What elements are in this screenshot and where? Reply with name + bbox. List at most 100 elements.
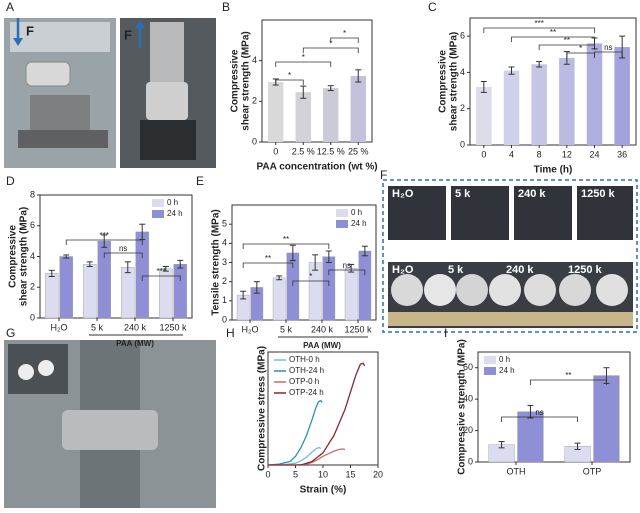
significance-label: * <box>343 29 346 38</box>
x-tick-label: H₂O <box>51 322 68 332</box>
y-tick-label: 40 <box>463 394 473 404</box>
bar <box>322 256 336 321</box>
panel-label: F <box>380 168 387 182</box>
significance-bracket <box>275 61 332 67</box>
bar <box>517 411 544 463</box>
legend-label: OTP-0 h <box>289 377 319 386</box>
plot-frame <box>261 19 373 143</box>
x-tick-label: 12 <box>562 149 572 159</box>
significance-label: *** <box>100 231 109 240</box>
y-axis-label: shear strength (MPa) <box>19 207 30 306</box>
x-tick-label: 10 <box>318 469 328 479</box>
line-series <box>267 446 322 466</box>
significance-bracket <box>103 252 143 258</box>
legend-label: 24 h <box>351 219 367 228</box>
legend-label: OTP-24 h <box>289 388 324 397</box>
line-series <box>267 399 323 466</box>
y-axis-label: Compressive <box>8 225 19 288</box>
panel-label: H <box>226 326 235 340</box>
x-axis-label: PAA (MW) <box>303 341 341 350</box>
x-tick-label: 8 <box>537 149 542 159</box>
bar <box>614 47 630 145</box>
y-tick-label: 0 <box>468 456 473 466</box>
significance-bracket <box>538 44 595 50</box>
sample-label: H₂O <box>392 188 414 200</box>
x-tick-label: 1250 k <box>344 324 372 334</box>
y-axis-label: Compressive <box>230 49 241 112</box>
legend-label: 24 h <box>167 209 183 218</box>
y-tick-label: 6 <box>30 220 35 230</box>
x-tick-label: 4 <box>509 149 514 159</box>
significance-label: ns <box>343 261 351 270</box>
significance-label: ** <box>564 36 570 45</box>
bar <box>593 375 620 463</box>
significance-bracket <box>483 27 595 33</box>
panel-label: G <box>6 326 15 340</box>
y-axis-label: Compressive strength (MPa) <box>457 339 468 475</box>
significance-label: ** <box>550 28 556 37</box>
legend-swatch <box>484 367 496 375</box>
y-tick-label: 4 <box>30 251 35 261</box>
bar <box>559 57 575 145</box>
bar <box>503 70 520 145</box>
y-axis-label: shear strength (MPa) <box>241 31 252 130</box>
y-tick-label: 8 <box>30 189 35 199</box>
y-tick-label: 2 <box>252 96 257 106</box>
legend-swatch <box>152 210 164 218</box>
x-axis-label: Time (h) <box>534 165 573 176</box>
sample-label: 1250 k <box>568 264 603 276</box>
y-tick-label: 3 <box>222 257 227 267</box>
significance-label: * <box>309 272 312 281</box>
significance-label: * <box>302 53 305 62</box>
legend-label: 0 h <box>351 208 362 217</box>
legend-label: OTH-0 h <box>289 355 320 364</box>
bar <box>83 263 97 319</box>
legend-swatch <box>152 199 164 207</box>
photo-a <box>4 18 216 168</box>
x-axis-label: Strain (%) <box>300 485 347 496</box>
bar <box>272 277 286 321</box>
y-axis-label: Compressive <box>438 50 449 113</box>
plot-frame <box>477 351 631 463</box>
panel-label: E <box>196 174 204 188</box>
x-axis-label: PAA concentration (wt %) <box>256 162 377 173</box>
significance-bracket <box>530 379 607 385</box>
bar <box>586 43 603 145</box>
line-series <box>268 362 366 466</box>
significance-bracket <box>511 36 595 42</box>
sample-label: 5 k <box>455 188 471 200</box>
significance-bracket <box>330 37 359 43</box>
y-tick-label: 6 <box>460 31 465 41</box>
y-axis-label: shear strength (MPa) <box>449 32 460 131</box>
x-tick-label: 2.5 % <box>292 146 315 156</box>
bar <box>358 250 372 321</box>
x-tick-label: 240 k <box>311 324 334 334</box>
y-tick-label: 2 <box>460 103 465 113</box>
panel-label: A <box>6 0 14 14</box>
x-tick-label: 0 <box>273 146 278 156</box>
significance-label: * <box>288 71 291 80</box>
significance-label: ** <box>265 254 271 263</box>
x-tick-label: 12.5 % <box>317 146 345 156</box>
x-tick-label: OTP <box>583 466 602 476</box>
y-tick-label: 60 <box>463 362 473 372</box>
x-tick-label: 0 <box>481 149 486 159</box>
x-tick-label: 20 <box>373 469 383 479</box>
y-tick-label: 0 <box>252 136 257 146</box>
x-tick-label: 24 <box>589 149 599 159</box>
significance-label: ns <box>604 43 612 52</box>
significance-bracket <box>141 275 181 281</box>
bar <box>268 82 284 142</box>
significance-bracket <box>501 416 578 422</box>
y-axis-label: Tensile strength (MPa) <box>211 209 222 316</box>
significance-label: ** <box>565 371 571 380</box>
legend-label: 0 h <box>499 355 510 364</box>
y-tick-label: 5 <box>222 219 227 229</box>
x-tick-label: 0 <box>265 469 270 479</box>
bar <box>59 256 73 319</box>
y-tick-label: 2 <box>222 276 227 286</box>
bar <box>476 86 492 145</box>
legend-swatch <box>484 356 496 364</box>
y-tick-label: 1 <box>222 295 227 305</box>
